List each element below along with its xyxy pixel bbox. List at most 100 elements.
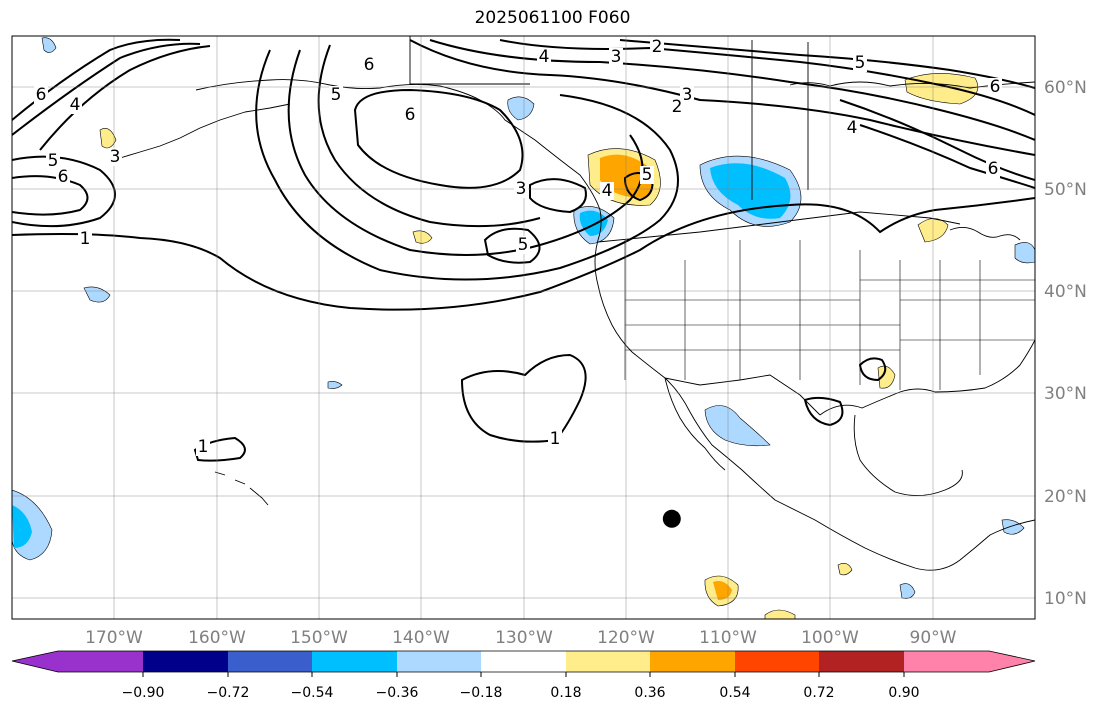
colorbar-segment [481,651,566,672]
colorbar-outline [11,650,1036,673]
anomaly-positive-small3 [412,230,433,244]
lat-tick-label: 10°N [1044,589,1087,609]
border-canada-internal [409,36,809,200]
lon-tick-label: 150°W [290,628,348,648]
colorbar-tick-label: −0.36 [376,685,419,701]
colorbar-segment [735,651,819,672]
contour-label-6-inner: 6 [405,105,416,125]
contour-label-6-ne: 6 [990,77,1001,97]
colorbar-tick-label: 0.90 [888,685,919,701]
contour-label-4-pnw: 4 [602,181,613,201]
contour-label-3-bc: 3 [516,179,527,199]
contour-label-5-west: 5 [48,151,59,171]
colorbar-extend-low [12,651,58,672]
contour-inner-6 [353,88,524,189]
lon-tick-label: 140°W [392,628,450,648]
contour-labels: 6 5 6 1 6 6 5 4 3 2 5 6 3 2 [34,37,1002,457]
lat-tick-label: 40°N [1044,282,1087,302]
anomaly-negative-small3 [41,37,57,53]
contour-label-5-ring: 5 [331,85,342,105]
colorbar-segment [312,651,397,672]
contour-texas2 [803,396,844,427]
contour-pacific-1 [460,353,587,443]
contour-label-3-mid: 3 [682,85,693,105]
lon-tick-label: 130°W [495,628,553,648]
lon-tick-label: 100°W [801,628,859,648]
contour-2 [409,39,1035,156]
contour-lines [12,38,1035,462]
colorbar: −0.90 −0.72 −0.54 −0.36 −0.18 0.18 0.36 … [11,650,1036,701]
lon-tick-label: 110°W [699,628,757,648]
contour-1 [12,197,1035,311]
colorbar-extend-high [989,651,1035,672]
contour-label-1-west: 1 [80,229,91,249]
anomaly-negative-bc-core [710,163,791,219]
contour-label-3-north: 3 [611,47,622,67]
lat-tick-label: 20°N [1044,487,1087,507]
contour-label-4-north: 4 [539,47,550,67]
gridlines [12,36,1035,619]
anomaly-positive-tropic2 [764,609,796,619]
lat-tick-label: 60°N [1044,78,1087,98]
coastline-greatlakes [949,227,1021,241]
contour-label-1-pacific: 1 [550,429,561,449]
colorbar-tick-label: −0.90 [122,685,165,701]
contour-inner-3 [529,178,587,214]
contour-label-6-west: 6 [58,167,69,187]
contour-ring2 [287,49,644,256]
lat-tick-labels: 10°N 20°N 30°N 40°N 50°N 60°N [1044,78,1087,609]
anomaly-negative-small1 [1001,519,1025,535]
coastline-baja [664,377,726,471]
colorbar-tick-label: 0.18 [550,685,581,701]
colorbar-segment [904,651,989,672]
lat-tick-label: 30°N [1044,384,1087,404]
contour-label-5-canada: 5 [855,53,866,73]
colorbar-tick-label: 0.36 [634,685,665,701]
contour-east-6 [839,99,1035,181]
contour-east-5 [859,124,1035,189]
coastline-westcoast [594,239,1035,571]
coastline-gulf [819,339,1035,416]
colorbar-segment [228,651,312,672]
colorbar-segment [650,651,735,672]
lon-tick-labels: 170°W 160°W 150°W 140°W 130°W 120°W 110°… [85,628,957,648]
anomaly-negative-ne [1014,242,1035,264]
contour-hawaii-1 [193,436,246,462]
colorbar-tick-label: 0.54 [719,685,750,701]
contour-label-6-east: 6 [988,159,999,179]
contour-3 [429,39,1035,141]
anomaly-positive-tropic-core [713,581,732,600]
anomaly-positive-small1 [837,563,853,576]
contour-label-2-mid: 2 [672,97,683,117]
contour-label-4-canada: 4 [847,118,858,138]
map-area: 6 5 6 1 6 6 5 4 3 2 5 6 3 2 [12,36,1035,619]
colorbar-tick-label: 0.72 [803,685,834,701]
contour-inner-5b [623,172,654,202]
colorbar-segment [58,651,143,672]
contour-ring1 [255,49,679,281]
contour-nw-stack2 [12,42,201,136]
anomaly-negative-small4 [327,381,343,389]
lon-tick-label: 90°W [910,628,957,648]
coastline-yucatan [853,414,963,496]
lon-tick-label: 160°W [188,628,246,648]
contour-label-2-north: 2 [652,37,663,57]
border-states [624,240,1035,390]
colorbar-segment [566,651,650,672]
colorbar-ticks: −0.90 −0.72 −0.54 −0.36 −0.18 0.18 0.36 … [122,672,920,701]
contour-label-1-hawaii: 1 [198,437,209,457]
border-us-mexico [664,374,821,416]
anomaly-positive-small2 [99,128,117,149]
contour-inner-5 [483,227,541,264]
storm-position-marker [662,509,681,528]
lat-tick-label: 50°N [1044,180,1087,200]
colorbar-segment [143,651,228,672]
colorbar-segments [12,651,1035,672]
contour-label-3-aleut: 3 [110,147,121,167]
anomaly-negative-baja [704,405,771,447]
contour-4 [499,39,1035,116]
border-us-canada [597,211,961,243]
anomaly-negative-gulfak [507,96,535,121]
lon-tick-label: 170°W [85,628,143,648]
